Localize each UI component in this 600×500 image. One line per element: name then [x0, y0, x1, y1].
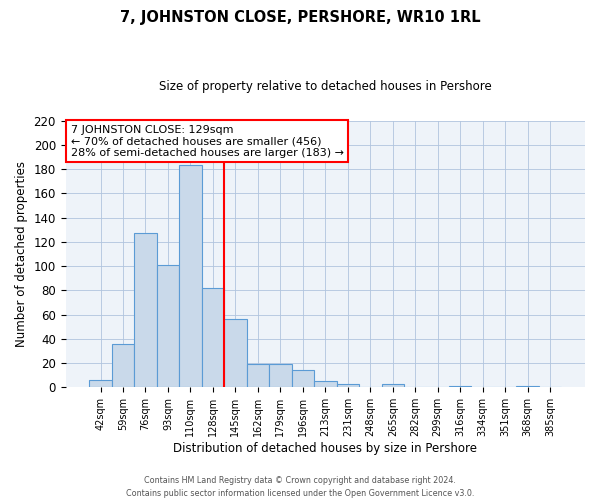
X-axis label: Distribution of detached houses by size in Pershore: Distribution of detached houses by size …: [173, 442, 478, 455]
Bar: [112, 344, 134, 388]
Bar: [202, 288, 224, 388]
Bar: [269, 364, 292, 388]
Bar: [224, 320, 247, 388]
Bar: [89, 380, 112, 388]
Bar: [337, 384, 359, 388]
Bar: [517, 386, 539, 388]
Y-axis label: Number of detached properties: Number of detached properties: [15, 161, 28, 347]
Bar: [179, 166, 202, 388]
Bar: [292, 370, 314, 388]
Text: 7, JOHNSTON CLOSE, PERSHORE, WR10 1RL: 7, JOHNSTON CLOSE, PERSHORE, WR10 1RL: [119, 10, 481, 25]
Bar: [449, 386, 472, 388]
Bar: [247, 364, 269, 388]
Bar: [134, 234, 157, 388]
Bar: [157, 265, 179, 388]
Text: Contains HM Land Registry data © Crown copyright and database right 2024.
Contai: Contains HM Land Registry data © Crown c…: [126, 476, 474, 498]
Text: 7 JOHNSTON CLOSE: 129sqm
← 70% of detached houses are smaller (456)
28% of semi-: 7 JOHNSTON CLOSE: 129sqm ← 70% of detach…: [71, 124, 344, 158]
Bar: [382, 384, 404, 388]
Bar: [314, 382, 337, 388]
Title: Size of property relative to detached houses in Pershore: Size of property relative to detached ho…: [159, 80, 492, 93]
